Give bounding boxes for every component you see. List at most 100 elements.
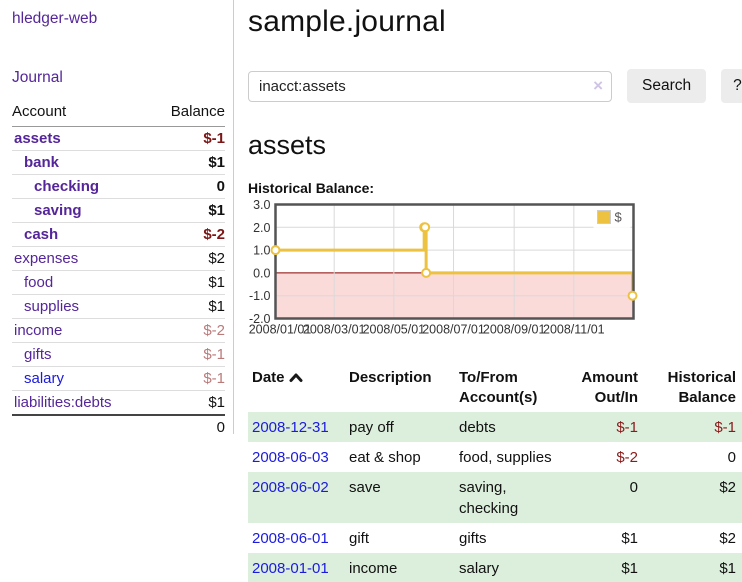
account-row: salary $-1 bbox=[12, 366, 225, 391]
transaction-date-cell: 2008-12-31 bbox=[248, 412, 345, 442]
transaction-date-link[interactable]: 2008-06-02 bbox=[252, 478, 329, 496]
transaction-row: 2008-06-01 gift gifts $1 $2 bbox=[248, 523, 742, 553]
transaction-date-cell: 2008-01-01 bbox=[248, 553, 345, 582]
account-row: checking 0 bbox=[12, 174, 225, 199]
sidebar-account-link[interactable]: gifts bbox=[24, 346, 52, 363]
balance-column-header: Balance bbox=[149, 100, 225, 127]
transaction-accounts: saving, checking bbox=[459, 478, 519, 517]
sidebar-item-journal[interactable]: Journal bbox=[12, 69, 63, 86]
transaction-date-link[interactable]: 2008-06-03 bbox=[252, 448, 329, 466]
transaction-row: 2008-06-02 save saving, checking 0 $2 bbox=[248, 471, 742, 523]
sidebar-account-link[interactable]: income bbox=[14, 322, 63, 339]
sidebar-account-link[interactable]: assets bbox=[14, 130, 61, 147]
svg-text:-1.0: -1.0 bbox=[249, 289, 271, 303]
transaction-date-link[interactable]: 2008-12-31 bbox=[252, 418, 329, 436]
search-button[interactable]: Search bbox=[627, 69, 707, 103]
transaction-description: gift bbox=[349, 529, 370, 547]
chart-canvas: $3.0 2.0 1.0 0.0 -1.0 -2.02008/01/012008/03/0… bbox=[249, 198, 638, 337]
account-row: cash $-2 bbox=[12, 222, 225, 247]
account-balance: $-1 bbox=[149, 342, 225, 367]
transaction-description: pay off bbox=[349, 418, 394, 436]
account-row: assets $-1 bbox=[12, 126, 225, 151]
sidebar-account-link[interactable]: salary bbox=[24, 370, 65, 387]
sidebar-account-link[interactable]: food bbox=[24, 274, 54, 291]
svg-text:-2.0: -2.0 bbox=[249, 312, 271, 326]
transaction-balance: 0 bbox=[727, 448, 736, 466]
transaction-row: 2008-01-01 income salary $1 $1 bbox=[248, 552, 742, 582]
svg-text:1.0: 1.0 bbox=[253, 244, 270, 258]
account-balance: $-2 bbox=[149, 222, 225, 247]
transaction-accounts: debts bbox=[459, 418, 496, 436]
account-balance: $-1 bbox=[149, 126, 225, 151]
sort-ascending-icon bbox=[289, 369, 303, 389]
accounts-column-header-main: To/From Account(s) bbox=[459, 369, 538, 407]
help-button[interactable]: ? bbox=[721, 69, 742, 103]
svg-text:2008/03/01: 2008/03/01 bbox=[303, 323, 366, 337]
transaction-date-cell: 2008-06-01 bbox=[248, 523, 345, 553]
account-balance: $1 bbox=[149, 150, 225, 175]
svg-text:2008/09/01: 2008/09/01 bbox=[483, 323, 546, 337]
transaction-balance: $2 bbox=[719, 529, 736, 547]
accounts-total-row: 0 bbox=[12, 414, 225, 439]
transaction-row: 2008-12-31 pay off debts $-1 $-1 bbox=[248, 411, 742, 442]
chart-title: Historical Balance: bbox=[248, 180, 375, 196]
svg-text:2008/01/01: 2008/01/01 bbox=[249, 323, 312, 337]
sidebar-account-link[interactable]: bank bbox=[24, 154, 60, 171]
accounts-table: Account Balance assets $-1 bank $1 checking 0… bbox=[12, 100, 225, 439]
svg-text:2008/11/01: 2008/11/01 bbox=[543, 323, 605, 337]
account-balance: $-2 bbox=[149, 318, 225, 343]
transaction-accounts: gifts bbox=[459, 529, 487, 547]
svg-text:2008/07/01: 2008/07/01 bbox=[422, 323, 485, 337]
transaction-balance: $-1 bbox=[714, 418, 736, 436]
account-row: liabilities:debts $1 bbox=[12, 390, 225, 415]
account-balance: $2 bbox=[149, 246, 225, 271]
svg-text:$: $ bbox=[615, 210, 623, 225]
account-balance: $1 bbox=[149, 198, 225, 223]
sidebar-account-link[interactable]: cash bbox=[24, 226, 59, 243]
sidebar-account-link[interactable]: saving bbox=[34, 202, 82, 219]
transaction-accounts: food, supplies bbox=[459, 448, 552, 466]
balance-column-header-main: Historical Balance bbox=[667, 369, 736, 407]
transaction-amount: $-1 bbox=[616, 418, 638, 436]
transaction-amount: $1 bbox=[621, 559, 638, 577]
account-heading: assets bbox=[248, 130, 327, 160]
account-row: bank $1 bbox=[12, 150, 225, 175]
page-title: sample.journal bbox=[248, 5, 446, 38]
brand-link[interactable]: hledger-web bbox=[12, 10, 98, 27]
account-balance: $1 bbox=[149, 294, 225, 319]
amount-column-header: Amount Out/In bbox=[581, 369, 638, 407]
account-row: food $1 bbox=[12, 270, 225, 295]
accounts-column-header: Account bbox=[12, 100, 150, 127]
transaction-date-link[interactable]: 2008-06-01 bbox=[252, 529, 329, 547]
transaction-row: 2008-06-03 eat & shop food, supplies $-2 0 bbox=[248, 442, 742, 472]
register-table: Date Description To/From Account(s) Amou… bbox=[248, 365, 742, 582]
date-column-header[interactable]: Date bbox=[248, 365, 345, 412]
sidebar-account-link[interactable]: expenses bbox=[14, 250, 79, 267]
transaction-accounts: salary bbox=[459, 559, 500, 577]
account-balance: $1 bbox=[149, 270, 225, 295]
sidebar: hledger-web Journal Account Balance asse… bbox=[0, 0, 233, 439]
account-row: saving $1 bbox=[12, 198, 225, 223]
sidebar-account-link[interactable]: liabilities:debts bbox=[14, 394, 112, 411]
transaction-date-cell: 2008-06-03 bbox=[248, 442, 345, 472]
transaction-amount: 0 bbox=[629, 478, 638, 496]
sidebar-account-link[interactable]: supplies bbox=[24, 298, 80, 315]
svg-text:2.0: 2.0 bbox=[253, 221, 270, 235]
account-balance: $1 bbox=[149, 390, 225, 415]
account-balance: $-1 bbox=[149, 366, 225, 391]
transaction-date-link[interactable]: 2008-01-01 bbox=[252, 559, 329, 577]
svg-text:3.0: 3.0 bbox=[253, 198, 270, 212]
transaction-description: eat & shop bbox=[349, 448, 421, 466]
transaction-description: income bbox=[349, 559, 398, 577]
account-balance: 0 bbox=[149, 174, 225, 199]
transaction-balance: $2 bbox=[719, 478, 736, 496]
svg-text:0.0: 0.0 bbox=[253, 266, 270, 280]
historical-balance-chart: $3.0 2.0 1.0 0.0 -1.0 -2.0 2008/01/01 2008/03/0… bbox=[248, 198, 736, 341]
sidebar-account-link[interactable]: checking bbox=[34, 178, 100, 195]
account-row: income $-2 bbox=[12, 318, 225, 343]
account-row: supplies $1 bbox=[12, 294, 225, 319]
search-input[interactable] bbox=[248, 70, 612, 102]
search-form: × Search ? bbox=[248, 69, 742, 103]
clear-search-icon[interactable]: × bbox=[593, 75, 603, 95]
